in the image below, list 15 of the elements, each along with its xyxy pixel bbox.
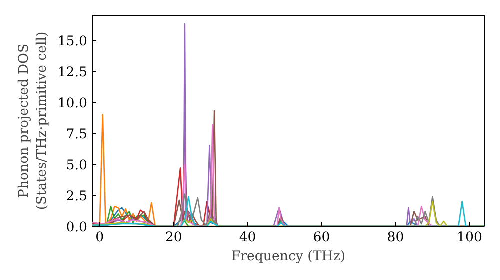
- x-tick-label: 20: [165, 230, 182, 246]
- x-tick-label: 80: [387, 230, 404, 246]
- y-tick-label: 2.5: [66, 189, 88, 204]
- y-tick-label: 7.5: [66, 127, 88, 142]
- x-tick-label: 0: [96, 230, 104, 246]
- x-axis-title: Frequency (THz): [231, 250, 346, 264]
- x-tick-label: 60: [313, 230, 330, 246]
- y-tick-label: 0.0: [66, 220, 88, 236]
- y-axis-title: Phonon projected DOS (States/THz·primitive cell): [16, 32, 50, 210]
- y-tick-label: 12.5: [58, 65, 88, 80]
- y-tick-label: 5.0: [66, 158, 88, 174]
- x-tick-label: 40: [239, 230, 256, 246]
- y-tick-label: 10.0: [58, 96, 88, 112]
- x-tick-label: 100: [456, 230, 482, 246]
- y-tick-label: 15.0: [58, 34, 88, 50]
